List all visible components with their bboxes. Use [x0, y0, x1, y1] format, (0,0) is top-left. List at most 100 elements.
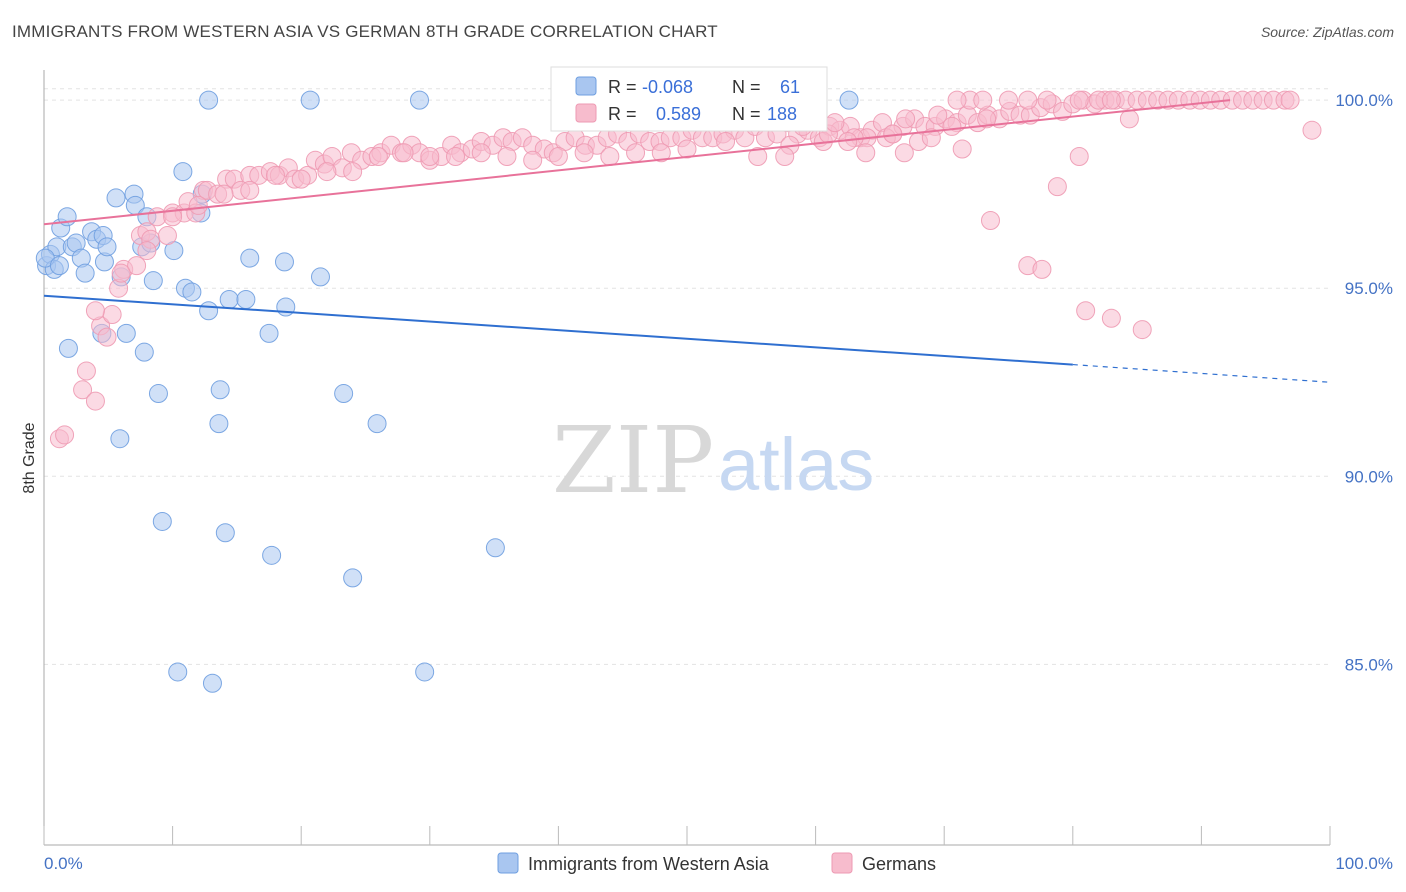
data-point: [471, 143, 491, 163]
watermark-atlas: atlas: [718, 423, 874, 506]
data-point: [600, 147, 620, 167]
data-point: [202, 673, 222, 693]
data-point: [839, 90, 859, 110]
chart-source: Source: ZipAtlas.com: [1260, 24, 1394, 40]
data-point: [1032, 259, 1052, 279]
data-point: [110, 429, 130, 449]
data-point: [980, 210, 1000, 230]
data-point: [199, 301, 219, 321]
data-point: [896, 109, 916, 129]
data-point: [825, 113, 845, 133]
data-point: [55, 425, 75, 445]
data-point: [182, 282, 202, 302]
data-point: [76, 361, 96, 381]
watermark: ZIP atlas: [552, 407, 874, 514]
data-point: [85, 391, 105, 411]
data-point: [210, 380, 230, 400]
data-point: [97, 327, 117, 347]
y-tick-label: 95.0%: [1345, 279, 1393, 298]
y-axis-title: 8th Grade: [21, 422, 38, 493]
data-point: [626, 143, 646, 163]
stats-swatch-blue: [575, 76, 597, 96]
data-point: [446, 147, 466, 167]
data-point: [1047, 177, 1067, 197]
data-point: [410, 90, 430, 110]
data-point: [116, 323, 136, 343]
data-point: [977, 109, 997, 129]
data-point: [127, 256, 147, 276]
stats-legend: R = -0.068 N = 61 R = 0.589 N = 188: [550, 66, 828, 132]
x-ticks: [43, 826, 1331, 845]
data-point: [274, 252, 294, 272]
data-point: [102, 305, 122, 325]
data-point: [677, 139, 697, 159]
data-point: [300, 90, 320, 110]
bottom-legend: Immigrants from Western Asia Germans: [497, 852, 936, 874]
stats-r-label-pink: R =: [608, 104, 637, 124]
data-point: [485, 538, 505, 558]
data-point: [143, 271, 163, 291]
data-point: [58, 338, 78, 358]
chart-title: IMMIGRANTS FROM WESTERN ASIA VS GERMAN 8…: [12, 22, 718, 41]
stats-n-value-pink: 188: [767, 104, 797, 124]
series-germans: [49, 90, 1322, 449]
y-tick-label: 90.0%: [1345, 467, 1393, 486]
data-point: [134, 342, 154, 362]
data-point: [1076, 301, 1096, 321]
trend-lines: [43, 99, 1331, 383]
data-point: [1018, 90, 1038, 110]
data-point: [999, 90, 1018, 110]
data-point: [265, 165, 285, 185]
stats-n-value-blue: 61: [780, 77, 800, 97]
trend-line-blue-extension: [1072, 363, 1331, 383]
trend-line-blue: [43, 294, 1073, 366]
data-point: [188, 195, 208, 215]
stats-r-label-blue: R =: [608, 77, 637, 97]
data-point: [73, 380, 93, 400]
x-tick-label-min: 0.0%: [44, 854, 83, 873]
data-point: [894, 143, 914, 163]
data-point: [856, 143, 876, 163]
legend-swatch-pink: [831, 852, 853, 874]
data-point: [497, 147, 517, 167]
data-point: [152, 511, 172, 531]
data-point: [240, 180, 260, 200]
data-point: [157, 226, 177, 246]
data-point: [523, 150, 543, 170]
data-point: [415, 662, 435, 682]
data-point: [334, 384, 354, 404]
y-tick-labels: 100.0% 95.0% 90.0% 85.0%: [1335, 91, 1393, 674]
data-point: [574, 143, 594, 163]
data-point: [942, 116, 962, 136]
y-tick-label: 100.0%: [1335, 91, 1393, 110]
data-point: [111, 263, 131, 283]
data-point: [236, 289, 256, 309]
data-point: [291, 169, 311, 189]
data-point: [1101, 308, 1121, 328]
data-point: [921, 128, 941, 148]
data-point: [1302, 120, 1322, 140]
data-point: [1280, 90, 1300, 110]
data-point: [317, 162, 337, 182]
data-point: [1069, 147, 1089, 167]
data-point: [716, 131, 736, 151]
data-point: [75, 263, 95, 283]
data-point: [973, 90, 993, 110]
legend-swatch-blue: [497, 852, 519, 874]
stats-r-value-pink: 0.589: [656, 104, 701, 124]
legend-label-pink: Germans: [862, 854, 936, 874]
x-tick-label-max: 100.0%: [1335, 854, 1393, 873]
data-point: [748, 147, 768, 167]
data-point: [173, 162, 193, 182]
stats-swatch-pink: [575, 103, 597, 123]
data-point: [97, 237, 117, 257]
data-point: [310, 267, 330, 287]
data-point: [367, 414, 387, 434]
data-point: [168, 662, 188, 682]
data-point: [343, 162, 363, 182]
trend-line-pink: [43, 99, 1231, 226]
data-point: [1119, 109, 1139, 129]
watermark-zip: ZIP: [552, 407, 714, 514]
data-point: [215, 523, 235, 543]
data-point: [343, 568, 363, 588]
